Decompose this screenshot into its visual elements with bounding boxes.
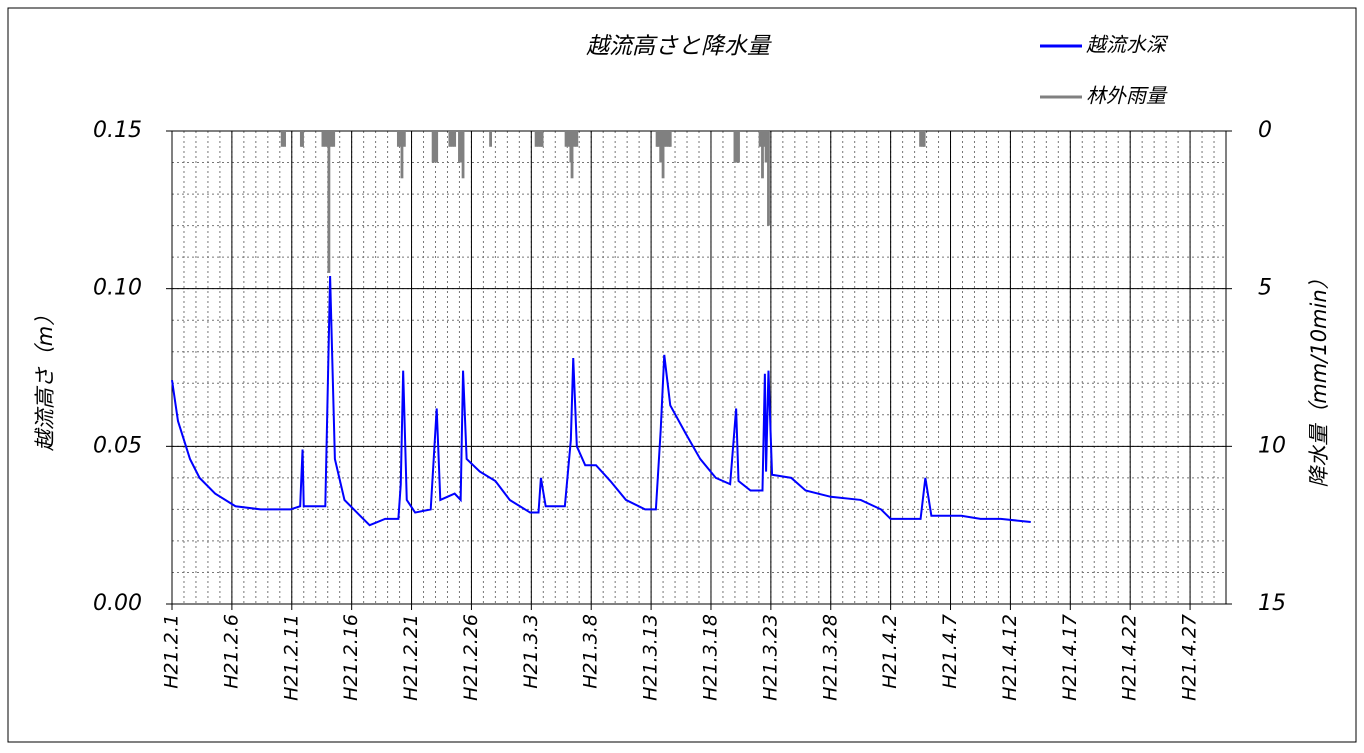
plot-frame: [171, 130, 1227, 605]
rain-bar: [321, 131, 325, 147]
x-tick-label: H21.4.12: [999, 614, 1021, 701]
rain-bar: [400, 131, 404, 179]
rain-bar: [323, 131, 327, 147]
rain-bar: [329, 131, 333, 147]
rain-bar: [458, 131, 461, 163]
y2-axis-label: 降水量（mm/10min）: [1307, 268, 1331, 487]
x-tick-label: H21.2.26: [460, 614, 482, 701]
rain-bar: [396, 131, 400, 147]
x-tick-label: H21.4.2: [879, 614, 901, 689]
rain-bar: [922, 131, 926, 147]
rain-bar: [461, 131, 465, 179]
rain-bar: [283, 131, 286, 147]
rain-bar: [453, 131, 457, 147]
rain-bar: [737, 131, 740, 163]
x-tick-label: H21.3.28: [819, 614, 841, 701]
y2-tick-label: 10: [1258, 433, 1286, 458]
y-tick-label: 0.15: [93, 118, 142, 143]
x-tick-label: H21.2.1: [161, 614, 183, 689]
rain-bar: [301, 131, 304, 147]
rain-bar: [761, 131, 764, 179]
rain-bar: [537, 131, 540, 147]
y-tick-label: 0.10: [93, 276, 142, 301]
rain-bar: [767, 131, 770, 226]
legend-label: 林外雨量: [1086, 84, 1168, 108]
y-tick-label: 0.05: [93, 433, 142, 458]
x-tick-label: H21.3.8: [580, 614, 602, 689]
x-tick-label: H21.3.13: [640, 614, 662, 701]
rain-bar: [668, 131, 672, 147]
x-tick-label: H21.2.11: [280, 614, 302, 701]
rain-bar: [450, 131, 454, 147]
rain-bar: [327, 131, 331, 273]
rain-bar: [534, 131, 538, 147]
rain-bar: [332, 131, 336, 147]
data-line: [171, 276, 1031, 527]
x-tick-label: H21.4.17: [1059, 614, 1081, 701]
rain-bar: [431, 131, 435, 163]
rain-bar: [575, 131, 579, 147]
x-tick-label: H21.3.3: [520, 614, 542, 689]
x-tick-label: H21.4.7: [939, 614, 961, 689]
rain-bar: [656, 131, 660, 147]
rain-bar: [665, 131, 669, 147]
rain-bar: [280, 131, 284, 147]
x-tick-label: H21.2.16: [340, 614, 362, 701]
rain-bar: [573, 131, 576, 147]
rain-bar: [758, 131, 762, 147]
y2-tick-label: 5: [1258, 276, 1272, 301]
rain-bar: [659, 131, 663, 163]
x-tick-label: H21.4.27: [1179, 614, 1201, 701]
rain-bar: [734, 131, 738, 163]
y-axis-label: 越流高さ（m）: [33, 305, 57, 451]
rain-bar: [570, 131, 574, 179]
chart-title: 越流高さと降水量: [586, 34, 772, 60]
rain-bar: [489, 131, 492, 147]
x-tick-label: H21.4.22: [1119, 614, 1141, 701]
rain-bar: [448, 131, 452, 147]
rain-bar: [540, 131, 544, 147]
x-tick-label: H21.3.18: [699, 614, 721, 701]
x-tick-label: H21.2.21: [400, 614, 422, 701]
rain-bar: [919, 131, 922, 147]
y-tick-label: 0.00: [93, 591, 142, 616]
chart-border: [7, 7, 1357, 743]
rain-bar: [661, 131, 665, 179]
y2-tick-label: 0: [1258, 118, 1272, 143]
x-tick-label: H21.2.6: [220, 614, 242, 689]
x-tick-label: H21.3.23: [759, 614, 781, 701]
rain-bar: [662, 131, 666, 147]
rain-bar: [564, 131, 568, 147]
y2-tick-label: 15: [1258, 591, 1286, 616]
rain-bar: [764, 131, 768, 163]
rain-bar: [435, 131, 439, 163]
legend-label: 越流水深: [1086, 33, 1169, 57]
rain-bar: [567, 131, 570, 147]
rain-bar: [402, 131, 406, 147]
